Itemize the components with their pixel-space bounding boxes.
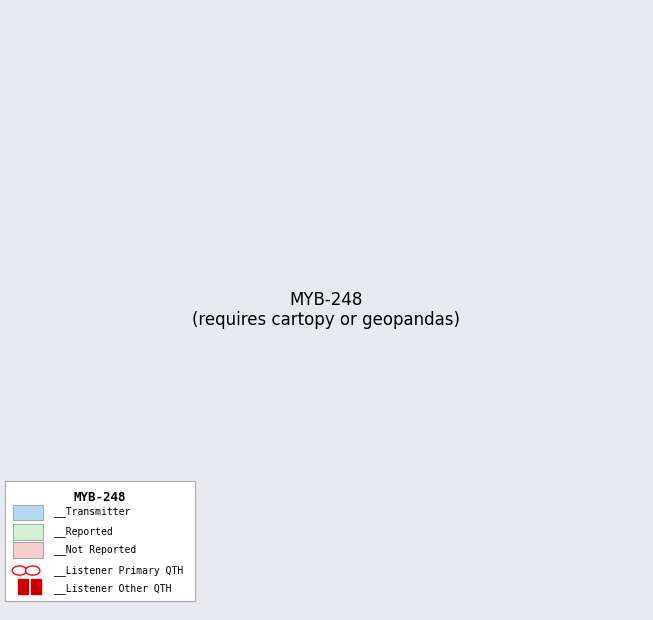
- Text: __Reported: __Reported: [54, 526, 113, 537]
- FancyBboxPatch shape: [13, 505, 43, 520]
- FancyBboxPatch shape: [13, 542, 43, 558]
- Text: MYB-248: MYB-248: [74, 492, 126, 505]
- Text: __Listener Primary QTH: __Listener Primary QTH: [54, 565, 183, 576]
- Text: __Listener Other QTH: __Listener Other QTH: [54, 583, 172, 593]
- Text: __Transmitter: __Transmitter: [54, 507, 131, 517]
- Text: MYB-248
(requires cartopy or geopandas): MYB-248 (requires cartopy or geopandas): [193, 291, 460, 329]
- FancyBboxPatch shape: [31, 579, 41, 593]
- Circle shape: [12, 566, 27, 575]
- Text: __Not Reported: __Not Reported: [54, 544, 136, 555]
- FancyBboxPatch shape: [18, 579, 28, 593]
- FancyBboxPatch shape: [13, 524, 43, 540]
- Circle shape: [25, 566, 40, 575]
